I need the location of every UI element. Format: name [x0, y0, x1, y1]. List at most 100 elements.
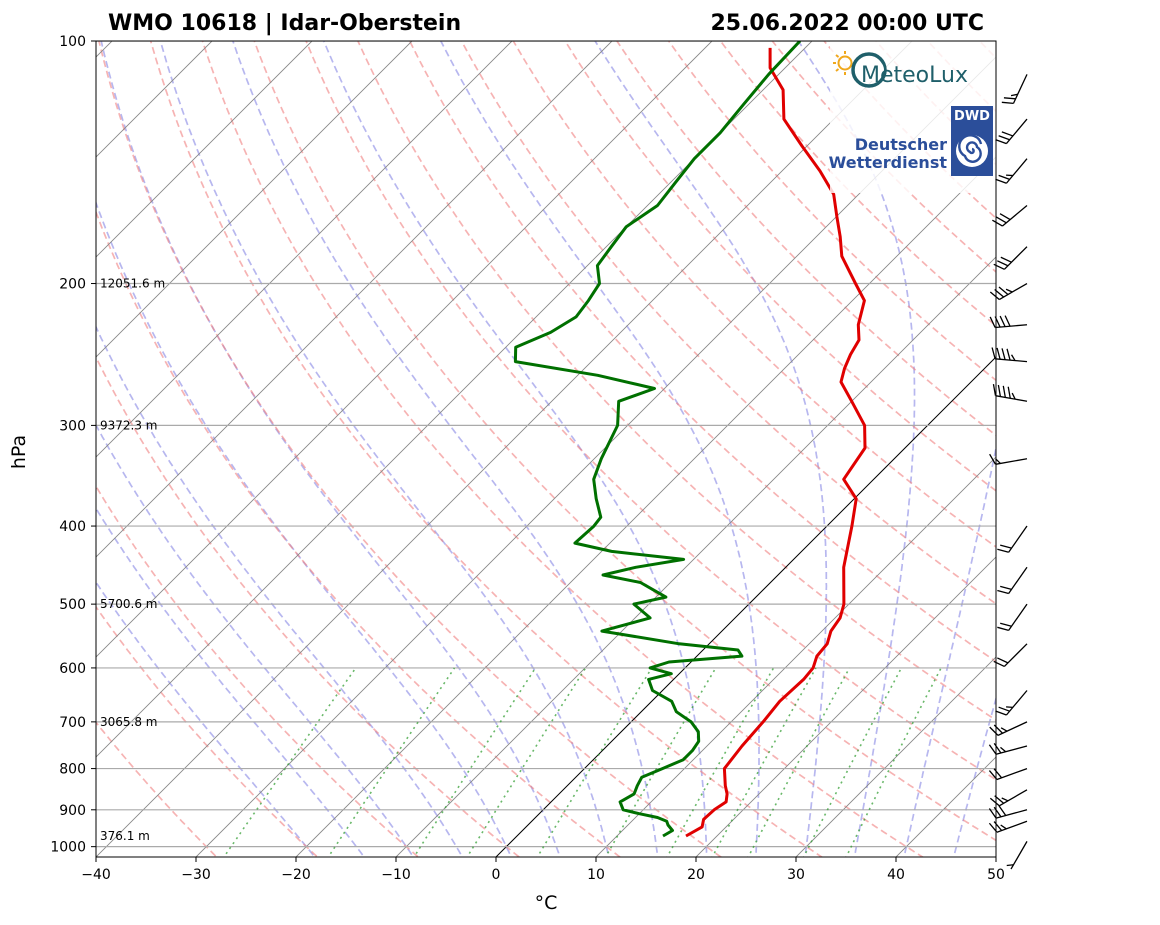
dry-adiabat-line	[408, 41, 996, 663]
wind-barb-feather	[988, 744, 997, 755]
wind-barb-feather	[994, 316, 1001, 328]
isotherm-line	[795, 656, 996, 857]
wind-barb-staff	[995, 809, 1028, 819]
y-axis-ticks: 100 200 300 400 500 600 700 800 900 1000	[50, 34, 96, 856]
isotherm-line	[96, 41, 713, 658]
wind-barb-staff	[997, 721, 1028, 736]
wind-barb	[988, 743, 1028, 755]
x-axis-ticks: −40 −30 −20 −10 0 10 20 30 40 50	[81, 857, 1005, 883]
dry-adiabat-line	[96, 484, 420, 857]
wind-barb-staff	[1010, 841, 1028, 870]
dry-adiabat-line	[253, 41, 996, 842]
wind-barb-feather	[997, 657, 1009, 664]
wind-barb	[1006, 841, 1028, 870]
wind-barb-feather	[993, 743, 1002, 754]
moist-adiabat-line	[903, 443, 996, 857]
dewpoint-line	[513, 41, 802, 838]
wind-barb	[993, 246, 1028, 270]
moist-adiabat-line	[96, 506, 366, 857]
dry-adiabat-line	[615, 41, 996, 437]
wind-barb-staff	[1012, 74, 1028, 104]
wind-barb	[989, 721, 1028, 736]
x-tick-label: −40	[81, 867, 111, 883]
wind-barb-staff	[1003, 246, 1028, 270]
meteolux-logo: MeteoLux	[833, 51, 968, 88]
wind-barb-staff	[996, 767, 1028, 781]
wind-barb-staff	[995, 324, 1028, 329]
y-tick-label: 100	[59, 34, 86, 50]
wind-barb-staff	[995, 745, 1028, 755]
wind-barb-feather	[991, 347, 996, 359]
wind-barb	[995, 118, 1028, 145]
isotherm-line	[96, 41, 413, 358]
wind-barb-staff	[995, 458, 1028, 465]
wind-barb-feather	[998, 286, 1009, 296]
wind-barb-feather	[1002, 385, 1006, 398]
dwd-spiral-icon	[956, 134, 988, 167]
mixing-ratio-line	[666, 667, 775, 857]
y-tick-label: 500	[59, 597, 86, 613]
meteolux-wordmark: MeteoLux	[861, 63, 968, 88]
height-label: 12051.6 m	[100, 277, 165, 291]
dry-adiabat-line	[512, 41, 996, 548]
wind-barb	[997, 603, 1028, 631]
isotherm-line	[96, 41, 613, 558]
wind-barb-staff	[995, 358, 1028, 363]
wind-barb-feather	[989, 453, 997, 465]
wind-barb	[989, 789, 1028, 807]
moist-adiabat-line	[96, 325, 464, 857]
wind-barb-feather	[997, 384, 1002, 397]
wind-barb-feather	[995, 138, 1007, 145]
x-tick-label: 20	[687, 867, 705, 883]
isotherm-line	[395, 256, 996, 857]
height-label: 3065.8 m	[100, 715, 158, 729]
x-tick-label: 50	[987, 867, 1005, 883]
y-tick-label: 800	[59, 762, 86, 778]
isotherm-line	[96, 41, 313, 258]
dry-adiabat-line	[98, 41, 723, 857]
wind-barb-feather	[998, 706, 1010, 712]
mixing-ratio-line	[327, 667, 456, 857]
wind-barb-staff	[995, 395, 1028, 402]
mixing-ratio-line	[747, 667, 851, 857]
chart-title-station: WMO 10618 | Idar-Oberstein	[108, 11, 461, 36]
wind-barb-staff	[1008, 525, 1028, 553]
wind-barb-feather	[993, 263, 1005, 270]
wind-barb-feather	[995, 710, 1007, 716]
wind-barb-feather	[995, 216, 1007, 224]
wind-barb-feather	[1000, 824, 1007, 830]
temperature-line	[685, 47, 867, 838]
y-tick-label: 900	[59, 803, 86, 819]
mixing-ratio-line	[536, 667, 653, 857]
dry-adiabat-line	[1065, 23, 1160, 864]
wind-barb	[992, 384, 1028, 402]
wind-barb-feather	[1003, 97, 1016, 100]
isotherm-zero-line	[495, 356, 996, 857]
wind-barb-feather	[998, 805, 1007, 816]
y-tick-label: 300	[59, 418, 86, 434]
mixing-ratio-line	[711, 667, 817, 857]
wind-barb-feather	[1010, 93, 1018, 97]
dry-adiabat-line	[201, 41, 925, 857]
wind-barb	[997, 525, 1028, 553]
wind-barb-feather	[997, 589, 1009, 595]
wind-barb	[993, 643, 1028, 667]
wind-barb-feather	[989, 726, 999, 736]
wind-barb-feather	[989, 797, 1000, 807]
moist-adiabat-line	[96, 200, 513, 857]
x-tick-label: −30	[181, 867, 211, 883]
mixing-ratio-line	[466, 667, 587, 857]
wind-barb-feather	[995, 178, 1007, 184]
wind-barb	[1001, 74, 1028, 104]
wind-barb	[991, 347, 1028, 363]
y-tick-label: 400	[59, 519, 86, 535]
wind-barb-feather	[994, 795, 1005, 804]
moist-adiabat-line	[159, 41, 610, 857]
wind-barb-staff	[998, 789, 1028, 807]
mixing-ratio-line	[604, 667, 717, 857]
moist-adiabat-line	[96, 423, 415, 857]
isotherm-line	[995, 856, 996, 857]
isotherm-line	[96, 41, 213, 158]
wind-barb-feather	[1000, 727, 1008, 732]
